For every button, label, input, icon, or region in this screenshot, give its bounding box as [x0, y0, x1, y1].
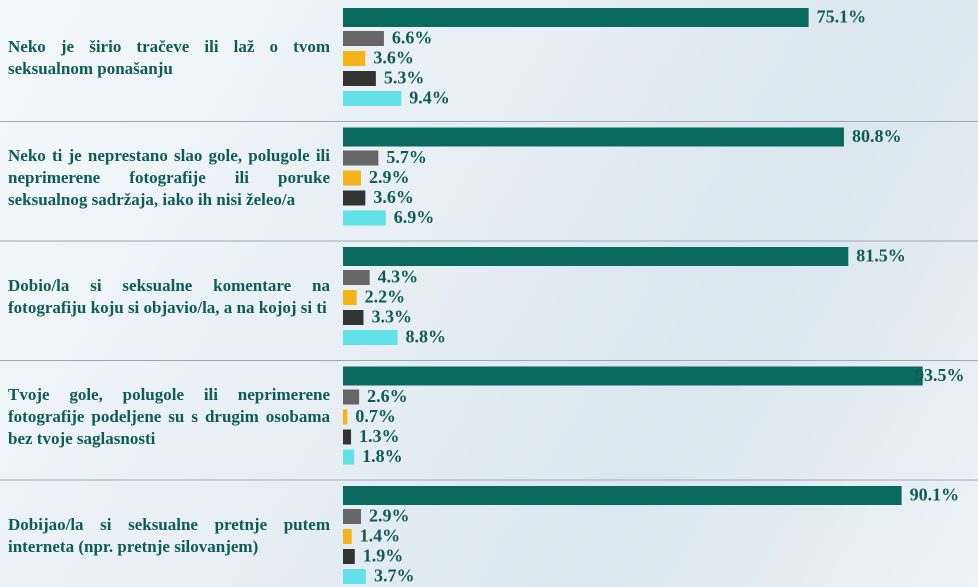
bar: [343, 210, 386, 226]
bar: [343, 290, 357, 305]
bar: [343, 429, 352, 445]
category-label: Neko je širio tračeve ili laž o tvom sek…: [8, 37, 330, 78]
bar: [343, 270, 370, 285]
value-label: 1.9%: [363, 546, 404, 566]
value-label: 5.7%: [386, 147, 427, 167]
bar: [343, 127, 844, 147]
bar: [343, 389, 360, 405]
category-label: Tvoje gole, polugole ili neprimerene fot…: [8, 384, 330, 448]
bar: [343, 449, 355, 465]
value-label: 6.9%: [394, 207, 435, 227]
bar: [343, 310, 364, 325]
value-label: 90.1%: [910, 485, 960, 505]
bar: [343, 8, 809, 27]
bar: [343, 190, 366, 206]
bar: [343, 51, 366, 66]
value-label: 3.7%: [374, 566, 415, 586]
value-label: 8.8%: [406, 327, 447, 347]
category-label: Dobio/la si seksualne komentare na fotog…: [8, 276, 330, 317]
value-label: 2.9%: [369, 506, 410, 526]
value-label: 3.6%: [373, 48, 414, 68]
value-label: 6.6%: [392, 28, 433, 48]
value-label: 80.8%: [852, 126, 902, 146]
bar: [343, 486, 902, 505]
value-label: 1.3%: [359, 426, 400, 446]
bar: [343, 366, 923, 386]
bar: [343, 71, 376, 86]
bar: [343, 31, 384, 46]
value-label: 3.3%: [371, 307, 412, 327]
value-label: 2.9%: [369, 167, 410, 187]
bar: [343, 330, 398, 345]
bar: [343, 150, 379, 166]
bar: [343, 509, 361, 524]
value-label: 75.1%: [817, 7, 867, 27]
bar: [343, 569, 366, 584]
bar: [343, 91, 402, 106]
bar: [343, 549, 355, 564]
value-label: 81.5%: [856, 246, 906, 266]
value-label: 93.5%: [915, 365, 965, 385]
value-label: 2.6%: [367, 386, 408, 406]
bar: [343, 529, 352, 544]
category-label: Dobijao/la si seksualne pretnje putem in…: [8, 515, 330, 556]
value-label: 9.4%: [409, 88, 450, 108]
bar: [343, 409, 348, 425]
bar: [343, 247, 849, 266]
value-label: 4.3%: [378, 267, 419, 287]
value-label: 2.2%: [365, 287, 406, 307]
category-label: Neko ti je neprestano slao gole, polugol…: [8, 145, 330, 209]
value-label: 1.4%: [360, 526, 401, 546]
value-label: 5.3%: [384, 68, 425, 88]
value-label: 0.7%: [355, 406, 396, 426]
value-label: 3.6%: [373, 187, 414, 207]
bar: [343, 170, 361, 186]
value-label: 1.8%: [362, 446, 403, 466]
